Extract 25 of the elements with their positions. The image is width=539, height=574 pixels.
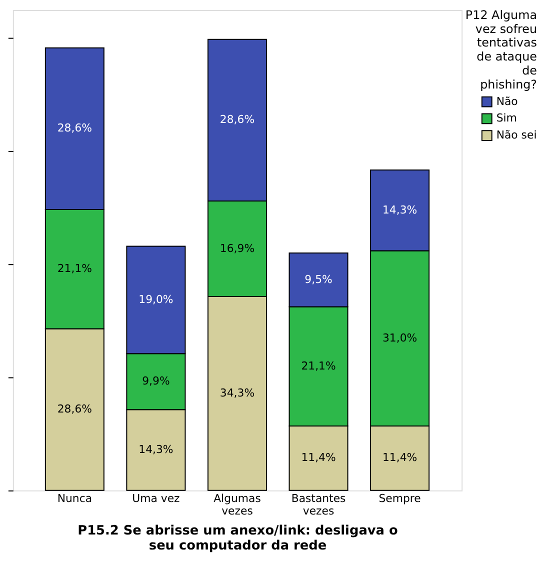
data-label: 11,4%	[301, 451, 336, 464]
data-label: 16,9%	[220, 242, 255, 255]
data-label: 28,6%	[57, 402, 92, 416]
data-label: 9,5%	[304, 272, 332, 286]
data-label: 31,0%	[382, 331, 418, 344]
data-label: 28,6%	[57, 122, 92, 135]
x-tick-label: Nunca	[57, 492, 92, 505]
legend-title: P12 Alguma vez sofreu tentativas de ataque de phishing?	[465, 8, 538, 92]
data-label: 14,3%	[138, 442, 174, 456]
legend-label: Não sei	[496, 128, 537, 142]
x-tick-label: Uma vez	[132, 492, 180, 505]
data-label: 21,1%	[57, 262, 92, 276]
data-label: 19,0%	[138, 292, 174, 306]
data-label: 34,3%	[220, 386, 255, 400]
x-tick-label: Algumas vezes	[214, 492, 262, 518]
x-tick-label: Sempre	[378, 492, 422, 505]
data-label: 28,6%	[220, 113, 255, 126]
data-label: 21,1%	[301, 359, 336, 372]
data-label: 14,3%	[382, 203, 418, 216]
x-tick-label: Bastantes vezes	[291, 492, 346, 518]
legend-label: Não	[496, 94, 518, 108]
legend-label: Sim	[496, 112, 517, 125]
x-axis-title: P15.2 Se abrisse um anexo/link: desligava o seu computador da rede	[78, 524, 398, 554]
data-label: 11,4%	[382, 451, 418, 464]
data-label: 9,9%	[142, 374, 170, 388]
